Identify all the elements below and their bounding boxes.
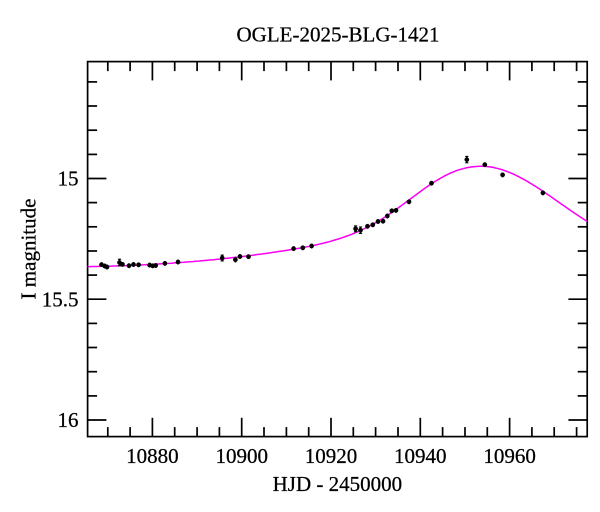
svg-text:OGLE-2025-BLG-1421: OGLE-2025-BLG-1421 <box>237 23 440 47</box>
svg-text:10920: 10920 <box>305 444 358 468</box>
svg-text:15: 15 <box>58 167 79 191</box>
svg-text:16: 16 <box>58 408 79 432</box>
svg-text:10940: 10940 <box>394 444 447 468</box>
svg-text:HJD - 2450000: HJD - 2450000 <box>273 472 403 496</box>
svg-text:10900: 10900 <box>215 444 268 468</box>
svg-text:10960: 10960 <box>483 444 536 468</box>
svg-text:I magnitude: I magnitude <box>17 199 41 300</box>
svg-text:10880: 10880 <box>126 444 179 468</box>
svg-text:15.5: 15.5 <box>42 287 79 311</box>
